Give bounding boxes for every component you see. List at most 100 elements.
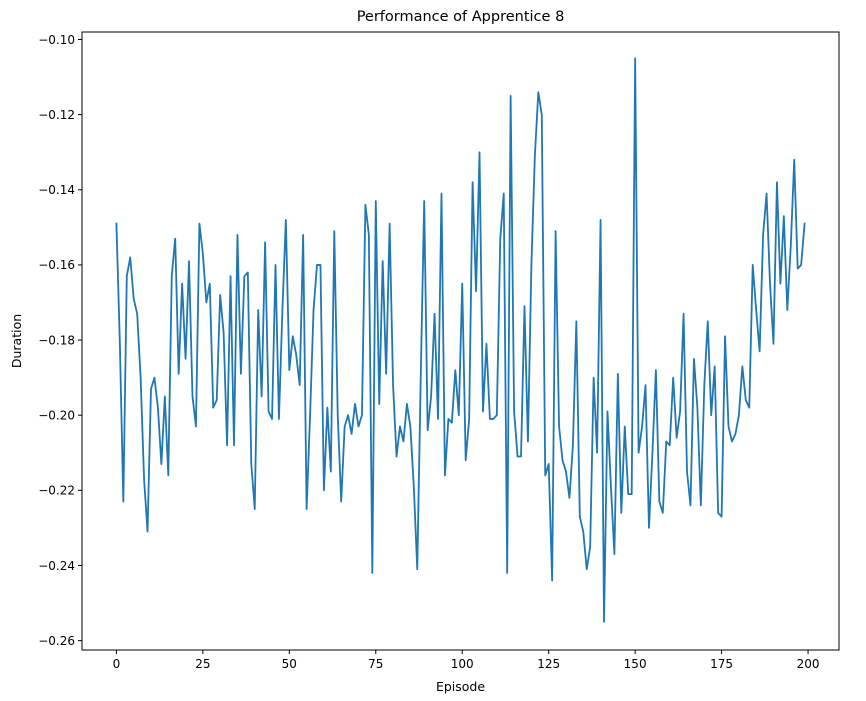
data-point <box>472 181 474 183</box>
data-point <box>295 354 297 356</box>
data-point <box>738 414 740 416</box>
x-tick-label: 175 <box>710 657 733 671</box>
data-point <box>358 426 360 428</box>
y-tick-label: −0.14 <box>38 183 75 197</box>
data-point <box>679 411 681 413</box>
data-point <box>534 155 536 157</box>
data-point <box>129 257 131 259</box>
data-point <box>724 335 726 337</box>
data-point <box>721 516 723 518</box>
data-point <box>572 444 574 446</box>
y-tick-label: −0.24 <box>38 559 75 573</box>
data-point <box>779 283 781 285</box>
data-point <box>690 504 692 506</box>
data-point <box>154 377 156 379</box>
data-point <box>634 57 636 59</box>
data-point <box>530 264 532 266</box>
data-point <box>444 474 446 476</box>
data-point <box>714 365 716 367</box>
data-point <box>382 260 384 262</box>
data-point <box>665 441 667 443</box>
data-point <box>178 373 180 375</box>
data-point <box>403 441 405 443</box>
data-point <box>333 230 335 232</box>
data-point <box>748 407 750 409</box>
data-point <box>696 407 698 409</box>
data-point <box>292 335 294 337</box>
data-point <box>575 320 577 322</box>
data-point <box>641 426 643 428</box>
data-point <box>420 377 422 379</box>
data-point <box>693 358 695 360</box>
x-tick-label: 25 <box>195 657 210 671</box>
data-point <box>524 305 526 307</box>
data-point <box>192 396 194 398</box>
data-point <box>185 358 187 360</box>
data-point <box>486 343 488 345</box>
data-point <box>160 463 162 465</box>
x-tick-label: 125 <box>537 657 560 671</box>
data-point <box>496 414 498 416</box>
data-point <box>520 456 522 458</box>
data-point <box>510 95 512 97</box>
data-point <box>728 426 730 428</box>
data-point <box>569 497 571 499</box>
data-point <box>212 407 214 409</box>
x-tick-label: 50 <box>282 657 297 671</box>
data-point <box>423 200 425 202</box>
data-point <box>437 418 439 420</box>
data-point <box>199 223 201 225</box>
y-tick-label: −0.18 <box>38 333 75 347</box>
data-point <box>731 441 733 443</box>
data-point <box>655 369 657 371</box>
data-point <box>461 283 463 285</box>
data-point <box>416 568 418 570</box>
data-point <box>233 444 235 446</box>
data-point <box>703 384 705 386</box>
data-point <box>776 181 778 183</box>
data-point <box>582 531 584 533</box>
data-point <box>492 418 494 420</box>
data-point <box>631 493 633 495</box>
data-point <box>683 313 685 315</box>
data-point <box>786 309 788 311</box>
data-point <box>544 474 546 476</box>
series-layer <box>115 57 806 623</box>
data-point <box>216 399 218 401</box>
data-point <box>441 193 443 195</box>
data-point <box>226 444 228 446</box>
data-point <box>133 298 135 300</box>
data-point <box>607 411 609 413</box>
data-point <box>506 572 508 574</box>
x-tick-label: 0 <box>113 657 121 671</box>
data-point <box>589 546 591 548</box>
data-point <box>171 275 173 277</box>
data-point <box>551 580 553 582</box>
y-axis-label: Duration <box>9 314 24 368</box>
data-point <box>773 343 775 345</box>
data-point <box>150 388 152 390</box>
data-point <box>717 512 719 514</box>
data-point <box>548 463 550 465</box>
data-point <box>479 151 481 153</box>
data-point <box>783 215 785 217</box>
y-tick-label: −0.20 <box>38 408 75 422</box>
data-point <box>205 302 207 304</box>
data-point <box>600 219 602 221</box>
data-point <box>282 309 284 311</box>
data-point <box>527 441 529 443</box>
chart-title: Performance of Apprentice 8 <box>357 9 565 25</box>
data-point <box>230 275 232 277</box>
data-point <box>624 426 626 428</box>
data-point <box>164 396 166 398</box>
data-point <box>793 159 795 161</box>
data-point <box>555 230 557 232</box>
data-point <box>766 193 768 195</box>
data-point <box>465 459 467 461</box>
data-point <box>275 264 277 266</box>
data-point <box>257 309 259 311</box>
data-point <box>337 414 339 416</box>
data-point <box>797 268 799 270</box>
x-axis-label: Episode <box>436 679 485 694</box>
